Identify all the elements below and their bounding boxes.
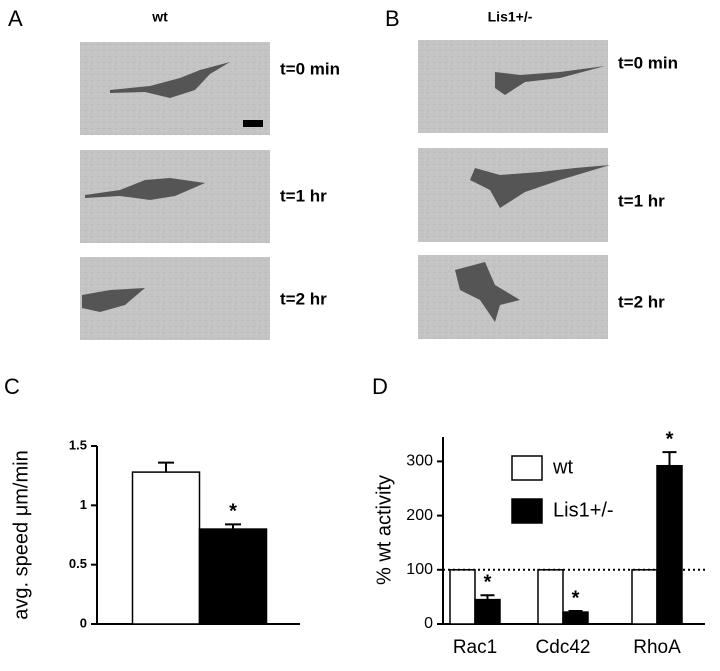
bar (537, 569, 564, 625)
significance: * (484, 572, 492, 594)
legend-label: wt (552, 456, 573, 478)
bar (474, 598, 501, 625)
cell (470, 165, 610, 208)
bar (198, 528, 268, 625)
y-tick-label: 0 (424, 615, 433, 632)
error-bar (225, 523, 241, 530)
cell (82, 288, 145, 312)
time-label: t=0 min (280, 59, 340, 78)
cell (495, 66, 605, 95)
time-label: t=1 hr (280, 186, 327, 205)
error-bar (568, 609, 583, 613)
bar (656, 464, 683, 625)
panel-label: D (372, 374, 388, 399)
condition-label: Lis1+/- (488, 9, 533, 25)
cell (455, 262, 520, 322)
time-label: t=2 hr (618, 292, 665, 311)
error-bar (662, 451, 677, 466)
micrographs (80, 40, 610, 340)
x-tick-label: RhoA (633, 637, 681, 658)
significance: * (229, 501, 237, 523)
error-bar (480, 594, 495, 600)
time-label: t=0 min (618, 53, 678, 72)
time-label: t=2 hr (280, 289, 327, 308)
y-tick-label: 0 (80, 615, 87, 630)
bar (449, 569, 476, 625)
bar (631, 569, 658, 625)
panel-label: B (385, 6, 400, 31)
y-tick-label: 100 (406, 561, 433, 578)
significance: * (666, 428, 674, 450)
scale-bar (243, 120, 263, 127)
x-tick-label: Rac1 (453, 637, 497, 658)
cell (110, 62, 230, 98)
bar (131, 471, 201, 625)
legend-label: Lis1+/- (553, 499, 614, 521)
y-tick-label: 200 (406, 507, 433, 524)
condition-label: wt (151, 9, 168, 25)
panel-label: C (4, 374, 20, 399)
y-tick-label: 1 (80, 497, 87, 512)
micrograph (80, 150, 270, 243)
y-axis-label: avg. speed μm/min (10, 450, 32, 619)
panel-label: A (8, 6, 23, 31)
y-tick-label: 1.5 (69, 437, 87, 452)
y-tick-label: 0.5 (69, 556, 87, 571)
y-tick-label: 300 (406, 453, 433, 470)
y-axis-label: % wt activity (373, 475, 395, 585)
legend-swatch (511, 498, 543, 524)
significance: * (572, 587, 580, 609)
time-label: t=1 hr (618, 191, 665, 210)
legend-swatch (511, 455, 543, 481)
cell (85, 178, 205, 200)
bar (562, 611, 589, 625)
x-tick-label: Cdc42 (536, 637, 591, 658)
error-bar (158, 461, 174, 473)
